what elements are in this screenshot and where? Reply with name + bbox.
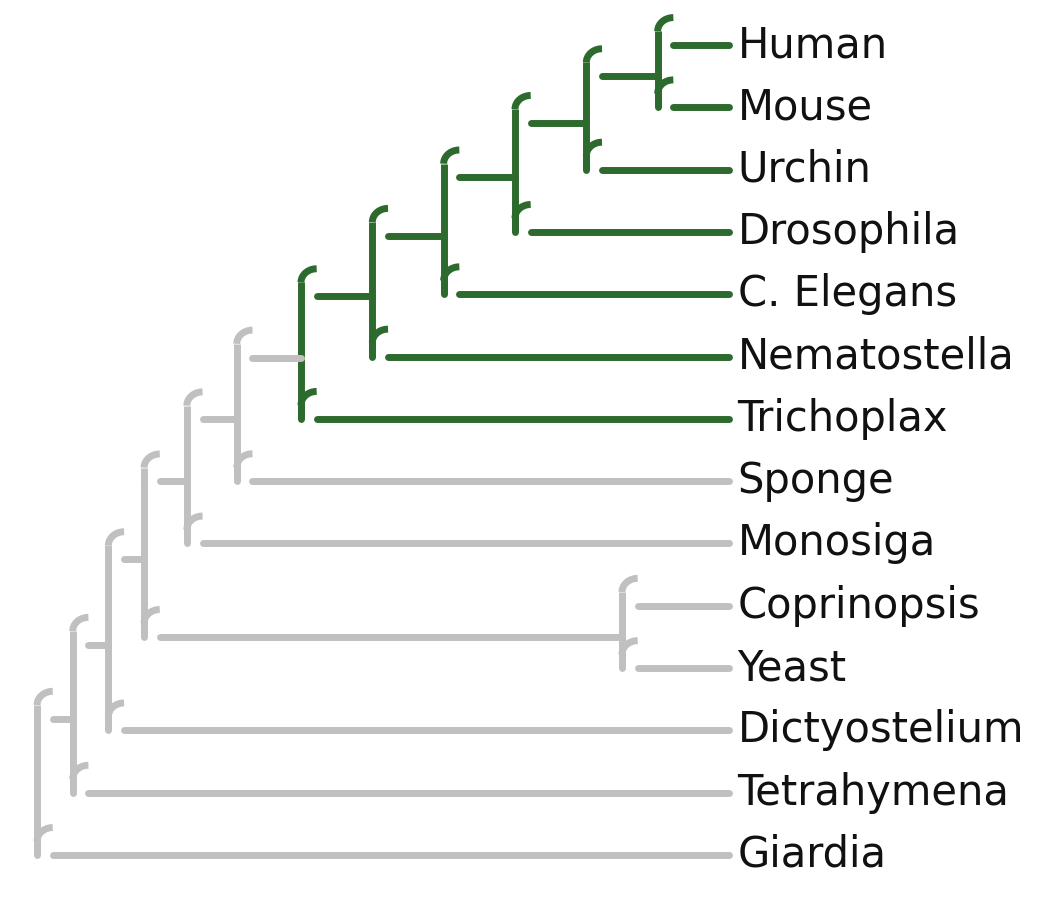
Text: Urchin: Urchin	[737, 148, 872, 191]
Text: Giardia: Giardia	[737, 834, 886, 876]
Text: Mouse: Mouse	[737, 86, 873, 129]
Text: Yeast: Yeast	[737, 647, 847, 689]
Text: Human: Human	[737, 24, 887, 66]
Text: Tetrahymena: Tetrahymena	[737, 771, 1009, 814]
Text: Monosiga: Monosiga	[737, 523, 936, 564]
Text: Dictyostelium: Dictyostelium	[737, 709, 1024, 752]
Text: Sponge: Sponge	[737, 460, 894, 502]
Text: Coprinopsis: Coprinopsis	[737, 585, 980, 626]
Text: Nematostella: Nematostella	[737, 336, 1014, 377]
Text: Drosophila: Drosophila	[737, 211, 960, 253]
Text: C. Elegans: C. Elegans	[737, 274, 957, 315]
Text: Trichoplax: Trichoplax	[737, 398, 948, 440]
